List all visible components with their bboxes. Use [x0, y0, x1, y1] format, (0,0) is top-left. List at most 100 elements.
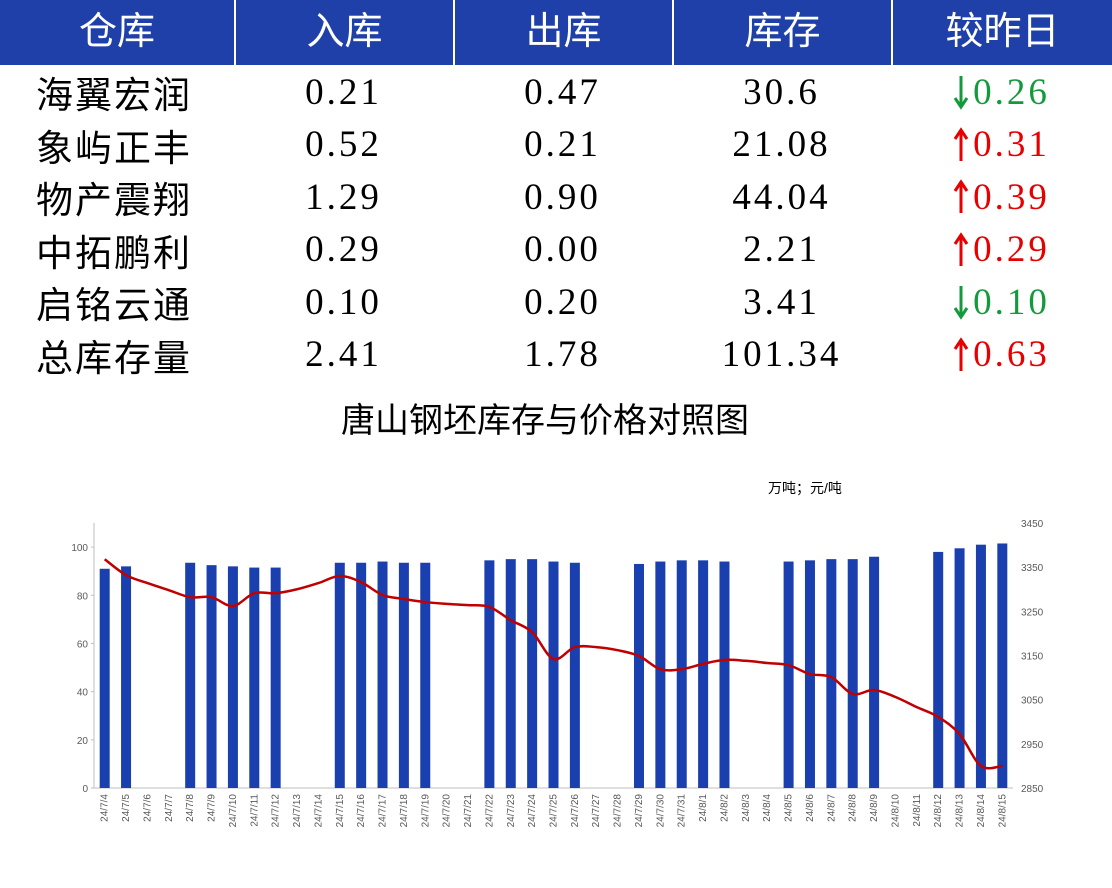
number-cell: 0.21 [524, 124, 601, 165]
x-tick-label: 24/8/7 [826, 794, 837, 822]
header-cell: 较昨日 [891, 0, 1112, 65]
x-tick-label: 24/7/7 [164, 794, 175, 822]
y-tick-label: 0 [82, 784, 88, 795]
bar [185, 562, 196, 788]
x-tick-label: 24/7/21 [463, 794, 474, 828]
y2-tick-label: 2850 [1021, 784, 1044, 795]
x-tick-label: 24/8/5 [784, 794, 795, 822]
bar [847, 559, 858, 788]
x-tick-label: 24/8/12 [933, 794, 944, 828]
price-line [103, 558, 1003, 770]
number-cell: 2.21 [743, 229, 820, 270]
x-tick-label: 24/7/18 [399, 794, 410, 828]
x-tick-label: 24/8/15 [997, 794, 1008, 828]
bar [99, 568, 110, 788]
x-tick-label: 24/8/8 [848, 794, 859, 822]
bar [975, 544, 986, 788]
x-tick-label: 24/7/24 [527, 794, 538, 828]
x-tick-label: 24/7/15 [335, 794, 346, 828]
chart: 唐山钢坯库存与价格对照图 万吨；元/吨 0 20 40 60 80 100 2850 2950… [71, 402, 1044, 828]
x-tick-label: 24/8/6 [805, 794, 816, 822]
change-cell: 0.63 [891, 333, 1112, 376]
warehouse-name: 象屿正丰 [36, 128, 192, 170]
arrow-up [953, 231, 969, 266]
number-cell: 0.21 [305, 71, 382, 113]
bar [206, 565, 217, 788]
bar [719, 561, 730, 788]
x-tick-label: 24/8/4 [762, 794, 773, 822]
bar [505, 559, 516, 788]
arrow-down [953, 76, 969, 110]
number-cell: 3.41 [743, 281, 820, 323]
bar [527, 559, 538, 788]
table-row: 海翼宏润 0.21 0.47 30.6 0.26 [0, 65, 1112, 118]
number-cell: 21.08 [732, 124, 831, 165]
bar [676, 560, 687, 788]
number-cell: 0.47 [524, 71, 601, 113]
inventory-table: 仓库 入库 出库 库存 较昨日 海翼宏润 0.21 0.47 30.6 0.26 象屿正丰 0.52 0… [0, 0, 1112, 380]
x-tick-label: 24/8/10 [890, 794, 901, 828]
x-tick-label: 24/7/31 [677, 794, 688, 828]
bar [783, 561, 794, 788]
y2-tick-label: 3150 [1021, 652, 1044, 663]
bar [548, 561, 559, 788]
number-cell: 2.41 [305, 334, 382, 375]
x-tick-label: 24/7/29 [634, 794, 645, 828]
x-tick-label: 24/7/22 [484, 794, 495, 828]
bar [997, 543, 1008, 788]
number-cell: 1.78 [524, 334, 601, 375]
x-tick-label: 24/7/30 [655, 794, 666, 828]
change-value: 0.39 [973, 176, 1050, 218]
x-tick-label: 24/7/10 [228, 794, 239, 828]
bar [377, 561, 388, 788]
y2-tick-label: 2950 [1021, 740, 1044, 751]
x-tick-label: 24/7/11 [249, 794, 260, 827]
change-value: 0.63 [973, 334, 1050, 375]
arrow-up [953, 126, 969, 161]
change-value: 0.29 [973, 229, 1050, 270]
bar [270, 567, 281, 788]
chart-title: 唐山钢坯库存与价格对照图 [341, 402, 749, 440]
x-tick-label: 24/7/17 [378, 794, 389, 828]
x-tick-label: 24/7/5 [121, 794, 132, 822]
x-tick-label: 24/7/19 [420, 794, 431, 828]
y-tick-label: 40 [77, 688, 89, 699]
warehouse-name: 海翼宏润 [36, 76, 192, 117]
header-cell: 出库 [453, 0, 672, 65]
x-tick-label: 24/8/3 [741, 794, 752, 822]
change-value: 0.31 [973, 124, 1050, 165]
x-tick-label: 24/7/8 [185, 794, 196, 822]
x-tick-label: 24/7/9 [207, 794, 218, 822]
y-tick-label: 100 [71, 543, 88, 554]
arrow-down [953, 286, 969, 320]
x-tick-label: 24/8/14 [976, 794, 987, 828]
change-cell: 0.10 [891, 281, 1112, 324]
y2-tick-label: 3450 [1021, 519, 1044, 530]
change-cell: 0.31 [891, 123, 1112, 166]
unit-label: 万吨；元/吨 [768, 480, 842, 497]
y-tick-label: 80 [77, 591, 89, 602]
bar [420, 562, 431, 788]
bar [698, 560, 709, 788]
change-cell: 0.39 [891, 176, 1112, 219]
x-tick-label: 24/7/25 [549, 794, 560, 828]
bar [227, 566, 238, 788]
y2-tick-label: 3350 [1021, 563, 1044, 574]
table-row: 象屿正丰 0.52 0.21 21.08 0.31 [0, 118, 1112, 171]
x-tick-label: 24/8/11 [912, 794, 923, 827]
change-cell: 0.29 [891, 228, 1112, 271]
header-cell: 入库 [234, 0, 453, 65]
bar [633, 563, 644, 788]
bar [398, 562, 409, 788]
number-cell: 101.34 [721, 334, 842, 375]
arrow-up [953, 179, 969, 213]
x-tick-label: 24/7/23 [506, 794, 517, 828]
warehouse-name: 启铭云通 [36, 286, 192, 327]
bar [356, 562, 367, 788]
bar [334, 562, 345, 788]
y-tick-label: 60 [77, 639, 89, 650]
table-row: 总库存量 2.41 1.78 101.34 0.63 [0, 328, 1112, 381]
x-tick-label: 24/8/2 [719, 794, 730, 822]
table-row: 物产震翔 1.29 0.90 44.04 0.39 [0, 170, 1112, 223]
x-tick-label: 24/7/13 [292, 794, 303, 828]
